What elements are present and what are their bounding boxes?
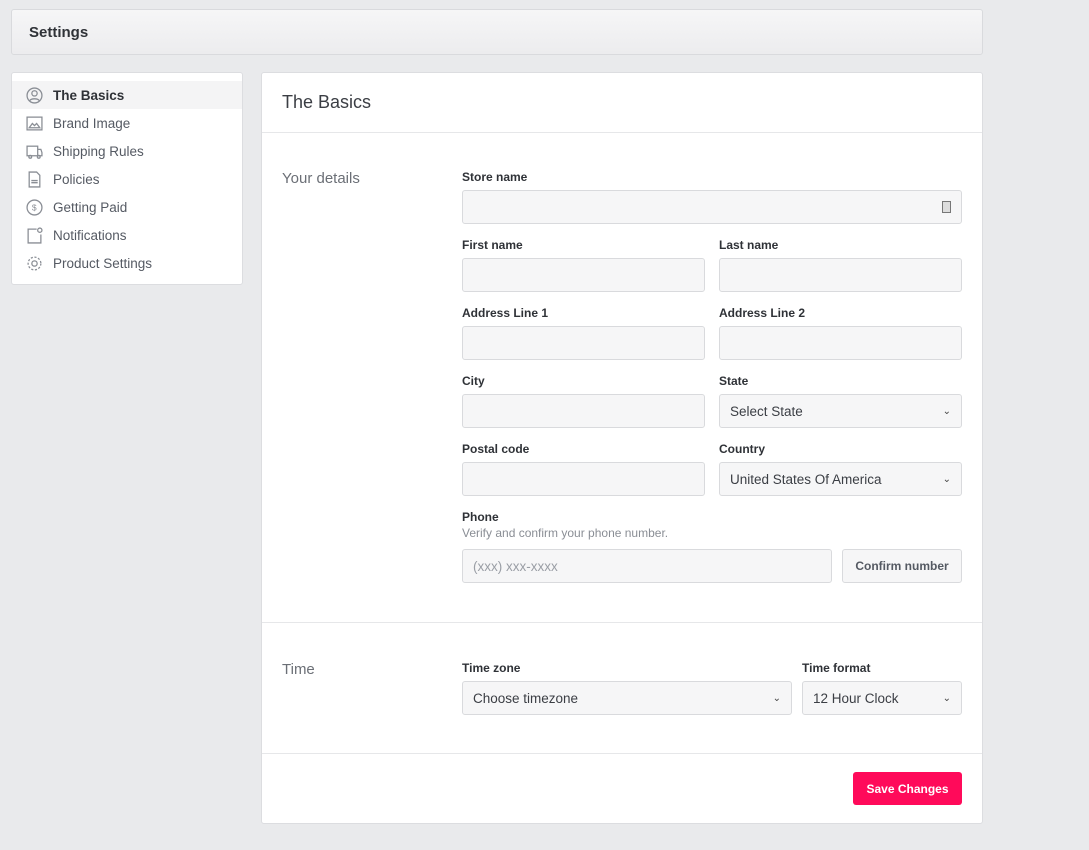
divider: [262, 753, 982, 754]
postal-label: Postal code: [462, 442, 530, 456]
image-icon: [26, 115, 43, 131]
sidebar-item-shipping-rules[interactable]: Shipping Rules: [12, 137, 242, 165]
chevron-down-icon: ⌄: [772, 692, 781, 704]
last-name-input[interactable]: [719, 258, 962, 292]
sidebar-item-label: Notifications: [53, 227, 127, 243]
first-name-label: First name: [462, 238, 523, 252]
phone-placeholder: (xxx) xxx-xxxx: [473, 558, 558, 574]
last-name-label: Last name: [719, 238, 779, 252]
sidebar-item-getting-paid[interactable]: $ Getting Paid: [12, 193, 242, 221]
dollar-circle-icon: $: [26, 198, 43, 216]
sidebar: The Basics Brand Image Shipping Rules Po…: [11, 72, 243, 285]
sidebar-item-brand-image[interactable]: Brand Image: [12, 109, 242, 137]
address1-label: Address Line 1: [462, 306, 549, 320]
sidebar-item-label: Shipping Rules: [53, 143, 144, 159]
phone-label: Phone: [462, 510, 499, 524]
address2-label: Address Line 2: [719, 306, 806, 320]
sidebar-item-policies[interactable]: Policies: [12, 165, 242, 193]
sidebar-item-label: The Basics: [53, 87, 125, 103]
gear-icon: [27, 255, 42, 271]
svg-text:$: $: [32, 202, 37, 212]
panel-title: The Basics: [262, 73, 982, 133]
postal-input[interactable]: [462, 462, 705, 496]
notification-icon: [27, 226, 43, 244]
sidebar-item-label: Brand Image: [53, 115, 131, 131]
section-label-details: Your details: [282, 170, 360, 187]
settings-panel: The Basics Your details Store name First…: [261, 72, 983, 824]
page-header: Settings: [11, 9, 983, 55]
user-circle-icon: [26, 86, 43, 104]
state-select[interactable]: Select State ⌄: [719, 394, 962, 428]
state-value: Select State: [730, 403, 803, 419]
timezone-select[interactable]: Choose timezone ⌄: [462, 681, 792, 715]
chevron-down-icon: ⌄: [942, 405, 951, 417]
first-name-input[interactable]: [462, 258, 705, 292]
document-icon: [28, 170, 41, 188]
country-label: Country: [719, 442, 765, 456]
divider: [262, 622, 982, 623]
truck-icon: [26, 145, 43, 159]
sidebar-item-label: Product Settings: [53, 255, 153, 271]
city-label: City: [462, 374, 485, 388]
address2-input[interactable]: [719, 326, 962, 360]
timezone-value: Choose timezone: [473, 690, 579, 706]
store-name-label: Store name: [462, 170, 528, 184]
country-select[interactable]: United States Of America ⌄: [719, 462, 962, 496]
chevron-down-icon: ⌄: [942, 473, 951, 485]
state-label: State: [719, 374, 749, 388]
country-value: United States Of America: [730, 471, 882, 487]
sidebar-item-the-basics[interactable]: The Basics: [12, 81, 242, 109]
save-changes-button[interactable]: Save Changes: [853, 772, 962, 805]
city-input[interactable]: [462, 394, 705, 428]
chevron-down-icon: ⌄: [942, 692, 951, 704]
sidebar-item-notifications[interactable]: Notifications: [12, 221, 242, 249]
confirm-number-button[interactable]: Confirm number: [842, 549, 962, 583]
time-format-label: Time format: [802, 661, 871, 675]
page-title: Settings: [29, 24, 89, 41]
timezone-label: Time zone: [462, 661, 521, 675]
section-label-time: Time: [282, 661, 315, 678]
time-format-value: 12 Hour Clock: [813, 690, 899, 706]
address1-input[interactable]: [462, 326, 705, 360]
sidebar-item-label: Policies: [53, 171, 100, 187]
store-name-input[interactable]: [462, 190, 962, 224]
contact-card-icon: [942, 201, 951, 213]
time-format-select[interactable]: 12 Hour Clock ⌄: [802, 681, 962, 715]
sidebar-item-label: Getting Paid: [53, 199, 128, 215]
phone-input[interactable]: (xxx) xxx-xxxx: [462, 549, 832, 583]
phone-help: Verify and confirm your phone number.: [462, 526, 669, 540]
sidebar-item-product-settings[interactable]: Product Settings: [12, 249, 242, 277]
